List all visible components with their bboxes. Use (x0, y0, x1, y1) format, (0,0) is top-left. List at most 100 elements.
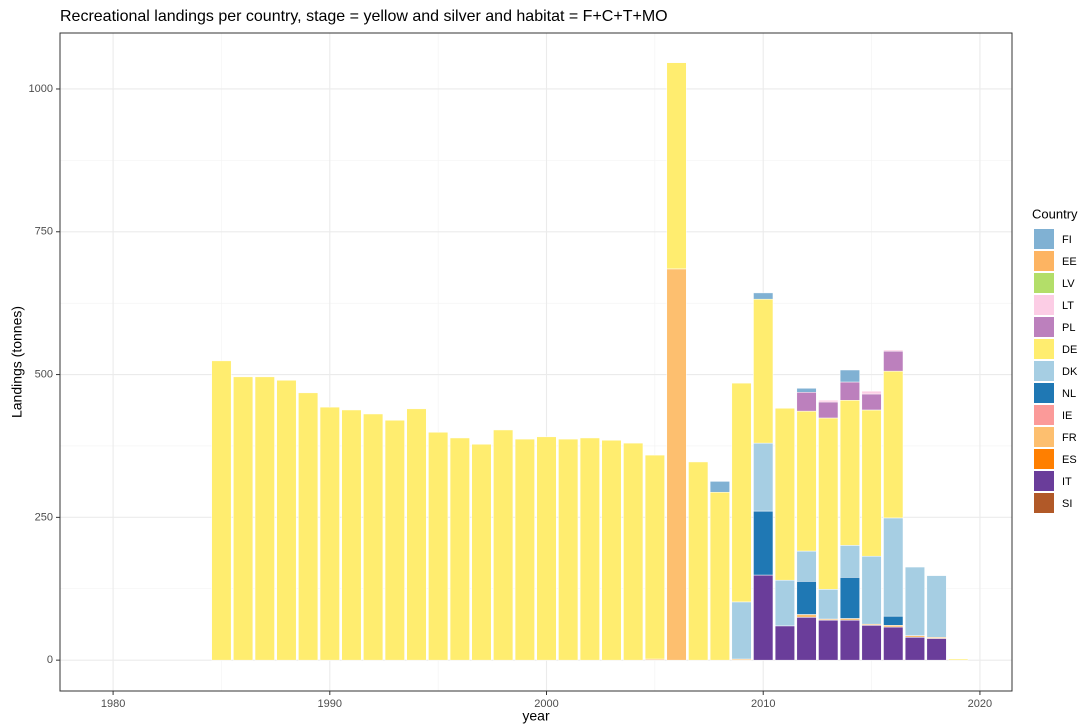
bar-segment (796, 550, 817, 582)
x-tick-label: 2020 (968, 698, 992, 710)
bar-segment (774, 408, 795, 581)
bar-segment (384, 420, 405, 661)
bar-segment (406, 408, 427, 661)
bar-segment (579, 437, 600, 661)
bar-segment (839, 545, 860, 578)
bar-segment (904, 637, 925, 661)
bar-segment (839, 619, 860, 661)
legend-key (1034, 339, 1054, 359)
bar-segment (666, 268, 687, 661)
x-tick-label: 2010 (751, 698, 775, 710)
legend-label: FI (1062, 234, 1072, 246)
bar-segment (818, 400, 839, 403)
legend-label: LV (1062, 278, 1075, 290)
bar-segment (861, 555, 882, 625)
x-tick-label: 1990 (318, 698, 342, 710)
bar-segment (341, 409, 362, 661)
bar-segment (709, 481, 730, 493)
bar-segment (818, 401, 839, 419)
legend-key (1034, 405, 1054, 425)
bar-segment (254, 376, 275, 661)
bar-segment (818, 417, 839, 590)
bar-segment (818, 589, 839, 620)
bar-segment (731, 601, 752, 660)
bar-segment (839, 400, 860, 546)
bar-segment (774, 625, 795, 661)
bar-segment (601, 440, 622, 661)
legend-key (1034, 361, 1054, 381)
legend-label: DK (1062, 366, 1078, 378)
legend-label: IT (1062, 476, 1072, 488)
legend-label: FR (1062, 432, 1077, 444)
legend-label: ES (1062, 454, 1077, 466)
bar-segment (861, 625, 882, 661)
bar-segment (363, 413, 384, 661)
bar-segment (883, 349, 904, 352)
bar-segment (666, 62, 687, 270)
bar-segment (796, 617, 817, 661)
bar-segment (904, 566, 925, 636)
legend-key (1034, 273, 1054, 293)
bar-segment (514, 438, 535, 661)
bar-segment (796, 392, 817, 412)
legend-label: DE (1062, 344, 1077, 356)
legend-title: Country (1032, 206, 1078, 221)
y-tick-label: 500 (35, 368, 53, 380)
bar-segment (753, 574, 774, 661)
bar-segment (926, 575, 947, 638)
bar-segment (644, 454, 665, 660)
bar-segment (861, 393, 882, 411)
bar-segment (796, 614, 817, 618)
bar-segment (839, 381, 860, 401)
legend-key (1034, 471, 1054, 491)
bar-segment (839, 577, 860, 619)
bar-segment (276, 380, 297, 661)
x-tick-label: 2000 (534, 698, 558, 710)
bar-segment (471, 444, 492, 661)
x-tick-label: 1980 (101, 698, 125, 710)
y-axis-label: Landings (tonnes) (9, 306, 25, 418)
bar-segment (233, 376, 254, 661)
legend-label: IE (1062, 410, 1072, 422)
bar-segment (796, 410, 817, 552)
chart-title: Recreational landings per country, stage… (60, 8, 668, 25)
bar-segment (623, 442, 644, 661)
x-axis-label: year (522, 708, 550, 724)
bar-segment (883, 370, 904, 519)
bar-segment (493, 429, 514, 661)
bar-segment (753, 298, 774, 444)
bar-segment (211, 360, 232, 661)
bar-segment (796, 388, 817, 393)
bar-segment (753, 442, 774, 512)
bar-segment (883, 615, 904, 626)
bar-segment (753, 510, 774, 576)
bar-segment (709, 491, 730, 661)
bar-segment (558, 438, 579, 661)
legend-key (1034, 493, 1054, 513)
bar-segment (688, 461, 709, 661)
bar-segment (926, 638, 947, 661)
bar-segment (904, 635, 925, 638)
bar-segment (774, 579, 795, 627)
bar-segment (298, 392, 319, 661)
y-tick-label: 0 (47, 654, 53, 666)
bar-segment (839, 618, 860, 621)
bar-segment (861, 390, 882, 395)
bar-segment (449, 437, 470, 661)
legend-label: LT (1062, 300, 1074, 312)
legend-key (1034, 449, 1054, 469)
legend-key (1034, 251, 1054, 271)
plot-border (59, 32, 1013, 692)
bar-segment (883, 625, 904, 628)
bar-segment (818, 619, 839, 661)
legend-label: SI (1062, 498, 1072, 510)
legend-key (1034, 383, 1054, 403)
y-tick-label: 1000 (29, 83, 53, 95)
bar-segment (861, 409, 882, 557)
legend-key (1034, 229, 1054, 249)
bar-segment (883, 626, 904, 661)
bar-segment (948, 658, 969, 661)
legend-label: NL (1062, 388, 1076, 400)
